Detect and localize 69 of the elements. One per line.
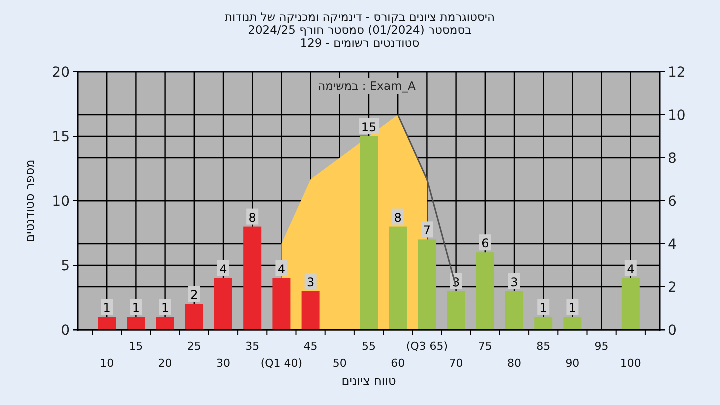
x-tick-label: 95 (594, 340, 609, 353)
bar (564, 317, 582, 330)
y-tick-label: 20 (52, 65, 70, 81)
bar (214, 278, 232, 330)
x-tick-label: (Q1 40) (260, 357, 303, 370)
bar (244, 226, 262, 330)
y-tick-label: 0 (61, 323, 70, 339)
x-tick-label: 80 (508, 357, 522, 370)
data-label: 1 (161, 301, 170, 316)
chart-title: היסטוגרמת ציונים בקורס - דינמיקה ומכניקה של תנודות (224, 10, 496, 24)
data-label: 1 (540, 301, 548, 316)
annotation: במשימה : Exam_A (318, 79, 416, 93)
bar (506, 291, 524, 330)
bar (156, 317, 174, 330)
y-tick-label: 10 (52, 194, 70, 210)
x-tick-label: 30 (216, 357, 230, 370)
data-label: 7 (423, 224, 432, 238)
x-tick-label: 35 (246, 340, 260, 353)
y2-tick-label: 8 (668, 151, 677, 167)
data-label: 1 (132, 301, 140, 316)
x-tick-label: 15 (129, 340, 144, 353)
x-tick-label: 10 (100, 357, 114, 370)
y2-tick-label: 6 (668, 194, 677, 210)
data-label: 4 (627, 262, 635, 276)
bar (447, 291, 466, 330)
x-tick-label: 25 (187, 340, 202, 353)
y2-tick-label: 2 (668, 280, 677, 296)
x-tick-label: 100 (620, 357, 642, 370)
data-label: 1 (568, 301, 577, 316)
bar (272, 278, 291, 330)
bar (98, 317, 116, 330)
data-label: 1 (103, 301, 111, 316)
data-label: 6 (482, 236, 490, 251)
bar (622, 278, 640, 330)
y2-tick-label: 10 (668, 108, 686, 124)
x-tick-label: 90 (566, 357, 580, 370)
y-tick-label: 15 (52, 130, 70, 146)
x-tick-label: 45 (304, 340, 318, 353)
x-tick-label: 60 (391, 357, 406, 370)
x-tick-label: 55 (362, 340, 376, 353)
y-tick-label: 5 (61, 258, 70, 274)
bar (476, 252, 494, 330)
x-tick-label: (Q3 65) (406, 340, 448, 353)
x-tick-label: 50 (332, 357, 347, 370)
y-axis-title: מספר סטודנטים (23, 160, 37, 242)
x-axis-title: טווח ציונים (342, 374, 396, 388)
bar (360, 136, 378, 330)
data-label: 4 (220, 262, 228, 276)
y2-tick-label: 12 (668, 65, 686, 81)
data-label: 3 (306, 275, 315, 290)
data-label: 8 (394, 210, 402, 225)
data-label: 3 (510, 275, 518, 290)
data-label: 2 (190, 288, 198, 302)
x-tick-label: 70 (449, 357, 464, 370)
x-tick-label: 75 (478, 340, 492, 353)
bar (418, 240, 436, 330)
x-tick-label: 85 (536, 340, 551, 353)
bar (127, 317, 146, 330)
bar (389, 226, 408, 330)
y2-tick-label: 4 (668, 237, 677, 253)
bar (534, 317, 553, 330)
data-label: 8 (248, 210, 256, 225)
bar (185, 304, 204, 330)
bar (302, 291, 320, 330)
x-tick-label: 20 (158, 357, 172, 370)
y2-tick-label: 0 (668, 323, 677, 339)
data-label: 4 (278, 262, 286, 276)
chart-subtitle: בסמסטר (01/2024) סמסטר חורף 2024/25 סטודנטים רשומים - 129 (248, 23, 472, 50)
data-label: 15 (361, 120, 377, 134)
